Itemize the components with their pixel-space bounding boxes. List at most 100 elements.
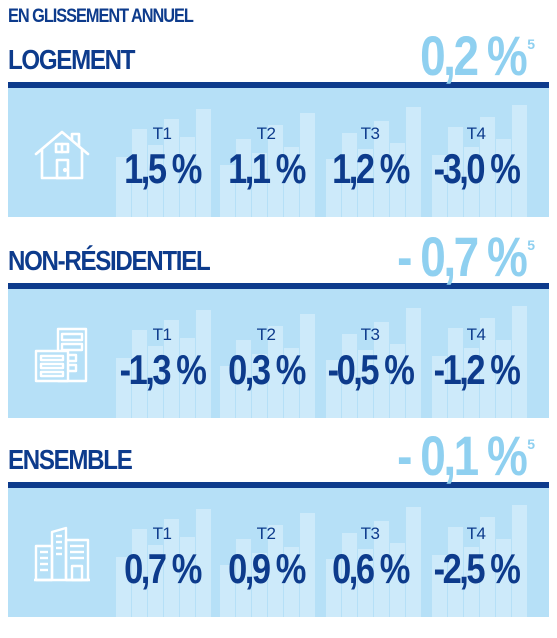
decorative-bar (374, 521, 389, 617)
decorative-bar (432, 555, 447, 617)
decorative-bar (236, 340, 251, 418)
decorative-bar (132, 129, 147, 217)
section-total: 0,2 % (419, 24, 528, 87)
quarter-t1: T1 1,5 % (114, 88, 210, 217)
decorative-bars (116, 306, 527, 418)
quarter-value: 1,2 % (332, 145, 410, 192)
footnote-marker: 5 (527, 36, 535, 52)
decorative-bar (180, 137, 195, 217)
quarter-panel: T1 1,5 % T2 1,1 % T3 1,2 % T4 -3,0 % (8, 88, 549, 217)
quarter-t2: T2 0,9 % (218, 488, 314, 617)
decorative-bars (116, 505, 527, 617)
section-header: NON-RÉSIDENTIEL - 0,7 % 5 (8, 229, 549, 285)
decorative-bar (358, 149, 373, 217)
decorative-bar (512, 105, 527, 217)
section-total: - 0,1 % (396, 424, 528, 487)
quarter-t4: T4 -1,2 % (428, 289, 524, 418)
decorative-bar (220, 165, 235, 217)
decorative-bar (480, 517, 495, 617)
quarter-value: 0,6 % (332, 545, 410, 592)
decorative-bar (236, 139, 251, 217)
kicker-title: EN GLISSEMENT ANNUEL (8, 6, 194, 27)
quarter-t4: T4 -2,5 % (428, 488, 524, 617)
decorative-bar (132, 330, 147, 418)
quarter-value: 1,5 % (124, 145, 202, 192)
quarter-value: -2,5 % (433, 545, 521, 592)
section-title: ENSEMBLE (8, 444, 133, 475)
section-rule (8, 283, 549, 289)
quarter-t4: T4 -3,0 % (428, 88, 524, 217)
section-rule (8, 482, 549, 488)
decorative-bar (480, 318, 495, 418)
quarter-value: -1,3 % (119, 346, 207, 393)
quarter-label: T3 (360, 524, 380, 543)
quarter-label: T4 (466, 325, 486, 344)
decorative-bar (432, 356, 447, 418)
decorative-bar (464, 547, 479, 617)
quarter-value: -1,2 % (433, 346, 521, 393)
quarter-label: T3 (360, 124, 380, 143)
section-header: LOGEMENT 0,2 % 5 (8, 28, 549, 84)
office-building-icon (34, 327, 88, 383)
decorative-bar (448, 127, 463, 217)
decorative-bar (464, 348, 479, 418)
quarter-t2: T2 0,3 % (218, 289, 314, 418)
decorative-bar (164, 519, 179, 617)
quarter-label: T4 (466, 524, 486, 543)
section-non-residentiel: NON-RÉSIDENTIEL - 0,7 % 5 T1 -1,3 % T2 0… (8, 229, 549, 418)
decorative-bar (148, 545, 163, 617)
quarter-label: T4 (466, 124, 486, 143)
quarter-value: -0,5 % (327, 346, 415, 393)
quarter-label: T2 (256, 325, 276, 344)
quarter-t1: T1 0,7 % (114, 488, 210, 617)
decorative-bar (268, 326, 283, 418)
decorative-bar (496, 139, 511, 217)
quarter-value: 0,9 % (228, 545, 306, 592)
decorative-bar (432, 155, 447, 217)
decorative-bar (496, 340, 511, 418)
quarter-label: T3 (360, 325, 380, 344)
section-total: - 0,7 % (396, 225, 528, 288)
quarter-label: T1 (152, 524, 172, 543)
decorative-bar (342, 133, 357, 217)
decorative-bar (252, 153, 267, 217)
decorative-bar (164, 320, 179, 418)
quarter-t1: T1 -1,3 % (114, 289, 210, 418)
quarter-t3: T3 1,2 % (322, 88, 418, 217)
quarter-panel: T1 -1,3 % T2 0,3 % T3 -0,5 % T4 -1,2 % (8, 289, 549, 418)
decorative-bar (196, 310, 211, 418)
section-header: ENSEMBLE - 0,1 % 5 (8, 428, 549, 484)
quarter-label: T2 (256, 524, 276, 543)
quarter-label: T1 (152, 124, 172, 143)
decorative-bar (448, 527, 463, 617)
quarter-t2: T2 1,1 % (218, 88, 314, 217)
decorative-bar (448, 328, 463, 418)
footnote-marker: 5 (527, 436, 535, 452)
decorative-bar (180, 537, 195, 617)
quarter-label: T2 (256, 124, 276, 143)
decorative-bar (284, 147, 299, 217)
decorative-bar (164, 119, 179, 217)
decorative-bar (326, 360, 341, 418)
decorative-bar (358, 350, 373, 418)
city-buildings-icon (34, 526, 90, 582)
decorative-bar (220, 366, 235, 418)
decorative-bar (342, 334, 357, 418)
decorative-bar (220, 565, 235, 617)
quarter-value: 0,3 % (228, 346, 306, 393)
footnote-marker: 5 (527, 237, 535, 253)
decorative-bar (326, 559, 341, 617)
quarter-t3: T3 -0,5 % (322, 289, 418, 418)
decorative-bar (512, 505, 527, 617)
decorative-bar (236, 539, 251, 617)
decorative-bar (300, 113, 315, 217)
section-title: NON-RÉSIDENTIEL (8, 245, 211, 276)
decorative-bar (512, 306, 527, 418)
decorative-bar (148, 346, 163, 418)
decorative-bar (268, 125, 283, 217)
decorative-bars (116, 105, 527, 217)
decorative-bar (268, 525, 283, 617)
decorative-bar (196, 109, 211, 217)
decorative-bar (116, 157, 131, 217)
decorative-bar (252, 354, 267, 418)
